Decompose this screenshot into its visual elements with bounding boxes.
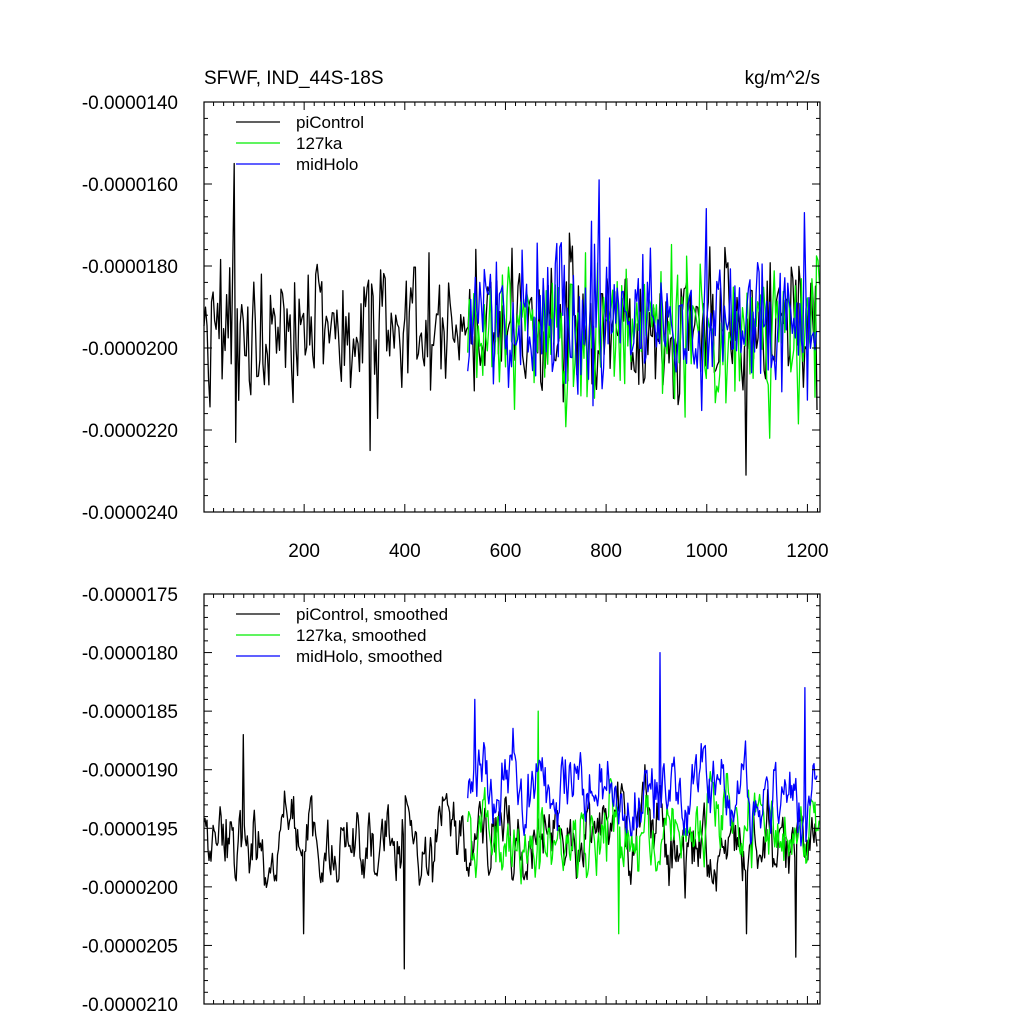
y-tick-label: -0.0000180 xyxy=(82,257,178,278)
series-line-127ka-smoothed xyxy=(467,710,821,935)
smoothed-panel: -0.0000175 -0.0000180 -0.0000185 -0.0000190… xyxy=(82,585,821,1016)
panel-title-left: SFWF, IND_44S-18S xyxy=(204,68,384,89)
y-tick-label: -0.0000200 xyxy=(82,339,178,360)
y-tick-label: -0.0000180 xyxy=(82,644,178,665)
legend-label: midHolo xyxy=(296,155,358,174)
y-tick-label: -0.0000240 xyxy=(82,503,178,524)
y-tick-label: -0.0000205 xyxy=(82,936,178,957)
plot-frame xyxy=(203,593,821,1005)
panel-title-right: kg/m^2/s xyxy=(745,68,820,89)
y-tick-label: -0.0000200 xyxy=(82,878,178,899)
legend-label: piControl, smoothed xyxy=(296,605,448,624)
y-tick-label: -0.0000210 xyxy=(82,995,178,1016)
x-tick-label: 600 xyxy=(490,541,522,562)
y-tick-label: -0.0000140 xyxy=(82,93,178,114)
legend-label: piControl xyxy=(296,113,364,132)
y-tick-label: -0.0000175 xyxy=(82,585,178,606)
raw-plot-area: -0.0000140 -0.0000160 -0.0000180 -0.0000200… xyxy=(82,93,829,562)
y-tick-label: -0.0000220 xyxy=(82,421,178,442)
x-tick-label: 800 xyxy=(590,541,622,562)
x-tick-label: 1000 xyxy=(686,541,728,562)
y-tick-label: -0.0000185 xyxy=(82,702,178,723)
y-tick-label: -0.0000195 xyxy=(82,819,178,840)
x-tick-label: 400 xyxy=(389,541,421,562)
legend-label: midHolo, smoothed xyxy=(296,647,442,666)
x-tick-label: 200 xyxy=(288,541,320,562)
series-line-midholo xyxy=(467,179,818,412)
plot-frame xyxy=(203,101,821,513)
raw-panel: SFWF, IND_44S-18S kg/m^2/s -0.0000140-0.… xyxy=(82,68,829,562)
series-line-midholo-smoothed xyxy=(467,651,818,847)
legend-label: 127ka, smoothed xyxy=(296,626,426,645)
smoothed-plot-area: -0.0000175 -0.0000180 -0.0000185 -0.0000190… xyxy=(82,585,821,1016)
y-tick-label: -0.0000160 xyxy=(82,175,178,196)
legend-label: 127ka xyxy=(296,134,343,153)
x-tick-label: 1200 xyxy=(786,541,828,562)
y-tick-label: -0.0000190 xyxy=(82,761,178,782)
